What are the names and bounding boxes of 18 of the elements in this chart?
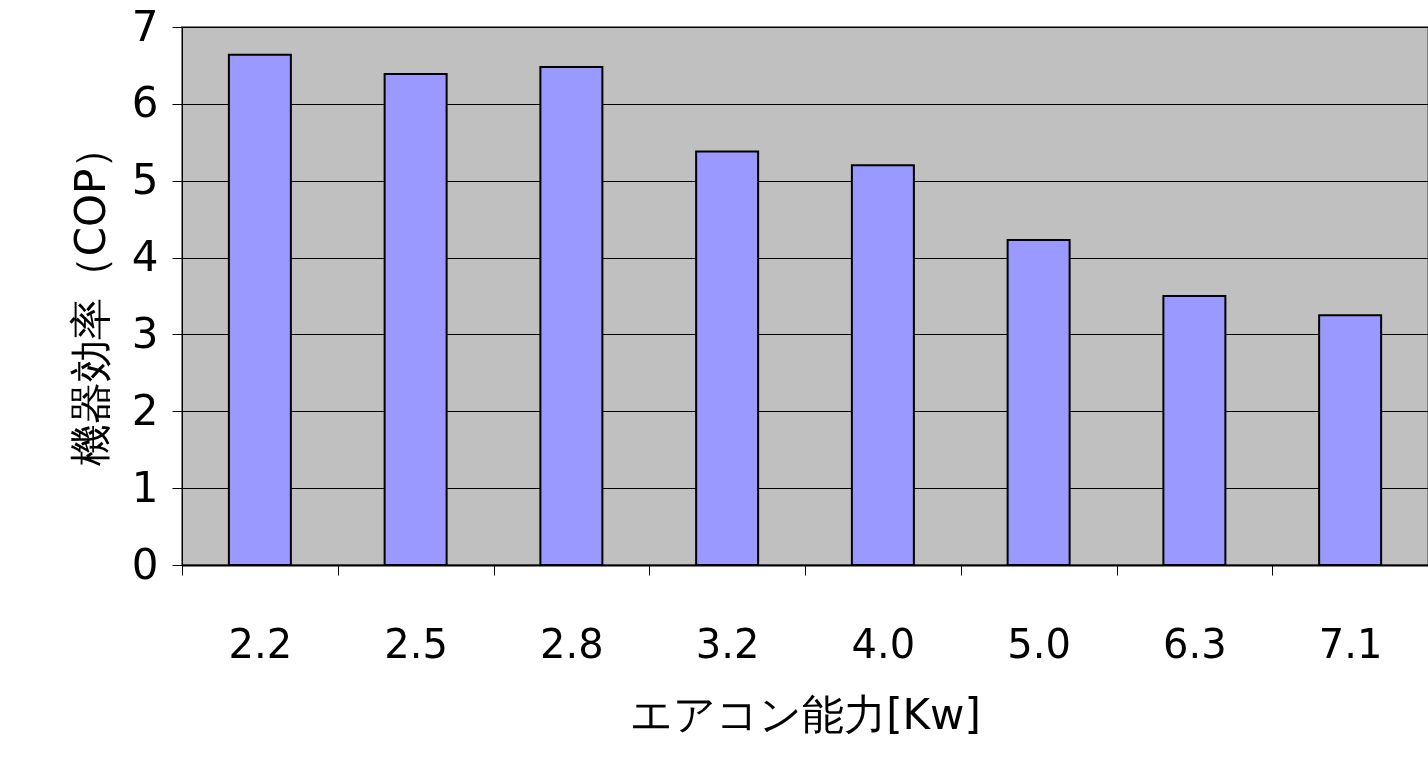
x-tick-label: 2.8: [540, 620, 604, 667]
y-tick-label: 6: [131, 78, 159, 128]
y-tick-label: 0: [131, 539, 159, 589]
y-tick-label: 7: [131, 1, 159, 51]
x-tick-label: 2.2: [228, 620, 293, 667]
x-tick-label: 6.3: [1163, 620, 1227, 667]
x-tick-label: 4.0: [851, 620, 916, 667]
y-axis-title: 機器効率（COP）: [65, 126, 115, 467]
y-tick-label: 1: [131, 462, 159, 512]
y-tick-label: 3: [131, 308, 159, 358]
x-tick-label: 5.0: [1007, 620, 1071, 667]
x-axis-title: エアコン能力[Kw]: [630, 689, 981, 739]
x-tick-label: 7.1: [1318, 620, 1383, 667]
x-tick-label: 2.5: [384, 620, 448, 667]
y-tick-label: 4: [131, 232, 159, 282]
y-tick-label: 5: [131, 155, 159, 205]
y-tick-label: 2: [131, 385, 159, 435]
x-tick-label: 3.2: [695, 620, 760, 667]
